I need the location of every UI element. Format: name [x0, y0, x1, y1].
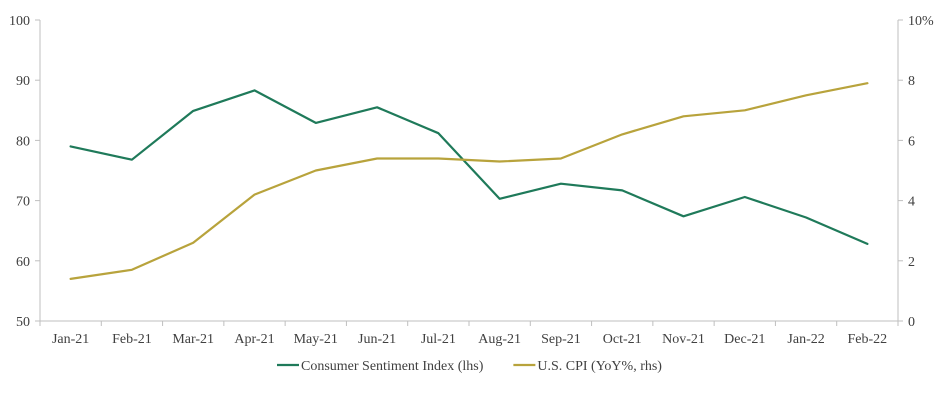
series-1-point — [865, 241, 870, 246]
y-left-tick-label: 90 — [16, 74, 30, 89]
series-1-point — [497, 196, 502, 201]
x-tick-label: Mar-21 — [172, 332, 214, 347]
series-2-point — [558, 156, 563, 161]
legend-label-2: U.S. CPI (YoY%, rhs) — [537, 359, 662, 374]
series-2-point — [865, 81, 870, 86]
series-1-point — [313, 120, 318, 125]
series-2-point — [436, 156, 441, 161]
series-2-point — [497, 159, 502, 164]
y-right-tick-label: 4 — [908, 195, 915, 210]
x-tick-label: Sep-21 — [541, 332, 581, 347]
y-left-tick-label: 80 — [16, 134, 30, 149]
x-tick-label: Jun-21 — [358, 332, 396, 347]
series-1-point — [681, 214, 686, 219]
y-right-tick-label: 10% — [908, 14, 934, 29]
series-1-point — [129, 157, 134, 162]
series-1-point — [620, 188, 625, 193]
x-tick-label: Jul-21 — [421, 332, 456, 347]
y-right-tick-label: 0 — [908, 315, 915, 330]
x-tick-label: Apr-21 — [234, 332, 274, 347]
legend-label-1: Consumer Sentiment Index (lhs) — [301, 359, 484, 374]
series-1-point — [436, 131, 441, 136]
series-1-point — [558, 181, 563, 186]
series-2-point — [620, 132, 625, 137]
axes: 50 60 70 80 90 100 0 2 4 6 8 10% Jan-21 Feb-21 Mar-21 A… — [9, 14, 934, 347]
series-lines — [68, 81, 870, 281]
series-2-point — [742, 108, 747, 113]
series-2-point — [313, 168, 318, 173]
x-tick-label: Nov-21 — [662, 332, 705, 347]
y-left-tick-label: 60 — [16, 255, 30, 270]
x-tick-label: Aug-21 — [478, 332, 521, 347]
x-tick-label: Feb-22 — [848, 332, 888, 347]
series-line-2 — [69, 82, 869, 280]
y-left-tick-label: 100 — [9, 14, 30, 29]
y-left-tick-label: 70 — [16, 195, 30, 210]
series-1-point — [191, 108, 196, 113]
series-1-point — [375, 105, 380, 110]
y-right-tick-label: 2 — [908, 255, 915, 270]
series-2-point — [68, 276, 73, 281]
x-tick-label: Jan-22 — [787, 332, 824, 347]
series-1-point — [68, 144, 73, 149]
x-tick-label: Feb-21 — [112, 332, 152, 347]
series-2-point — [252, 192, 257, 197]
series-2-point — [681, 114, 686, 119]
y-right-tick-label: 6 — [908, 134, 915, 149]
x-tick-label: Oct-21 — [603, 332, 642, 347]
x-tick-label: Dec-21 — [724, 332, 765, 347]
series-2-point — [375, 156, 380, 161]
series-1-point — [742, 194, 747, 199]
series-2-point — [129, 267, 134, 272]
series-1-point — [804, 215, 809, 220]
series-line-1 — [69, 89, 869, 245]
series-2-point — [191, 240, 196, 245]
series-1-point — [252, 88, 257, 93]
x-tick-label: Jan-21 — [52, 332, 89, 347]
legend: Consumer Sentiment Index (lhs) U.S. CPI (… — [277, 359, 662, 374]
y-right-tick-label: 8 — [908, 74, 915, 89]
series-2-point — [804, 93, 809, 98]
x-tick-label: May-21 — [294, 332, 338, 347]
y-left-tick-label: 50 — [16, 315, 30, 330]
